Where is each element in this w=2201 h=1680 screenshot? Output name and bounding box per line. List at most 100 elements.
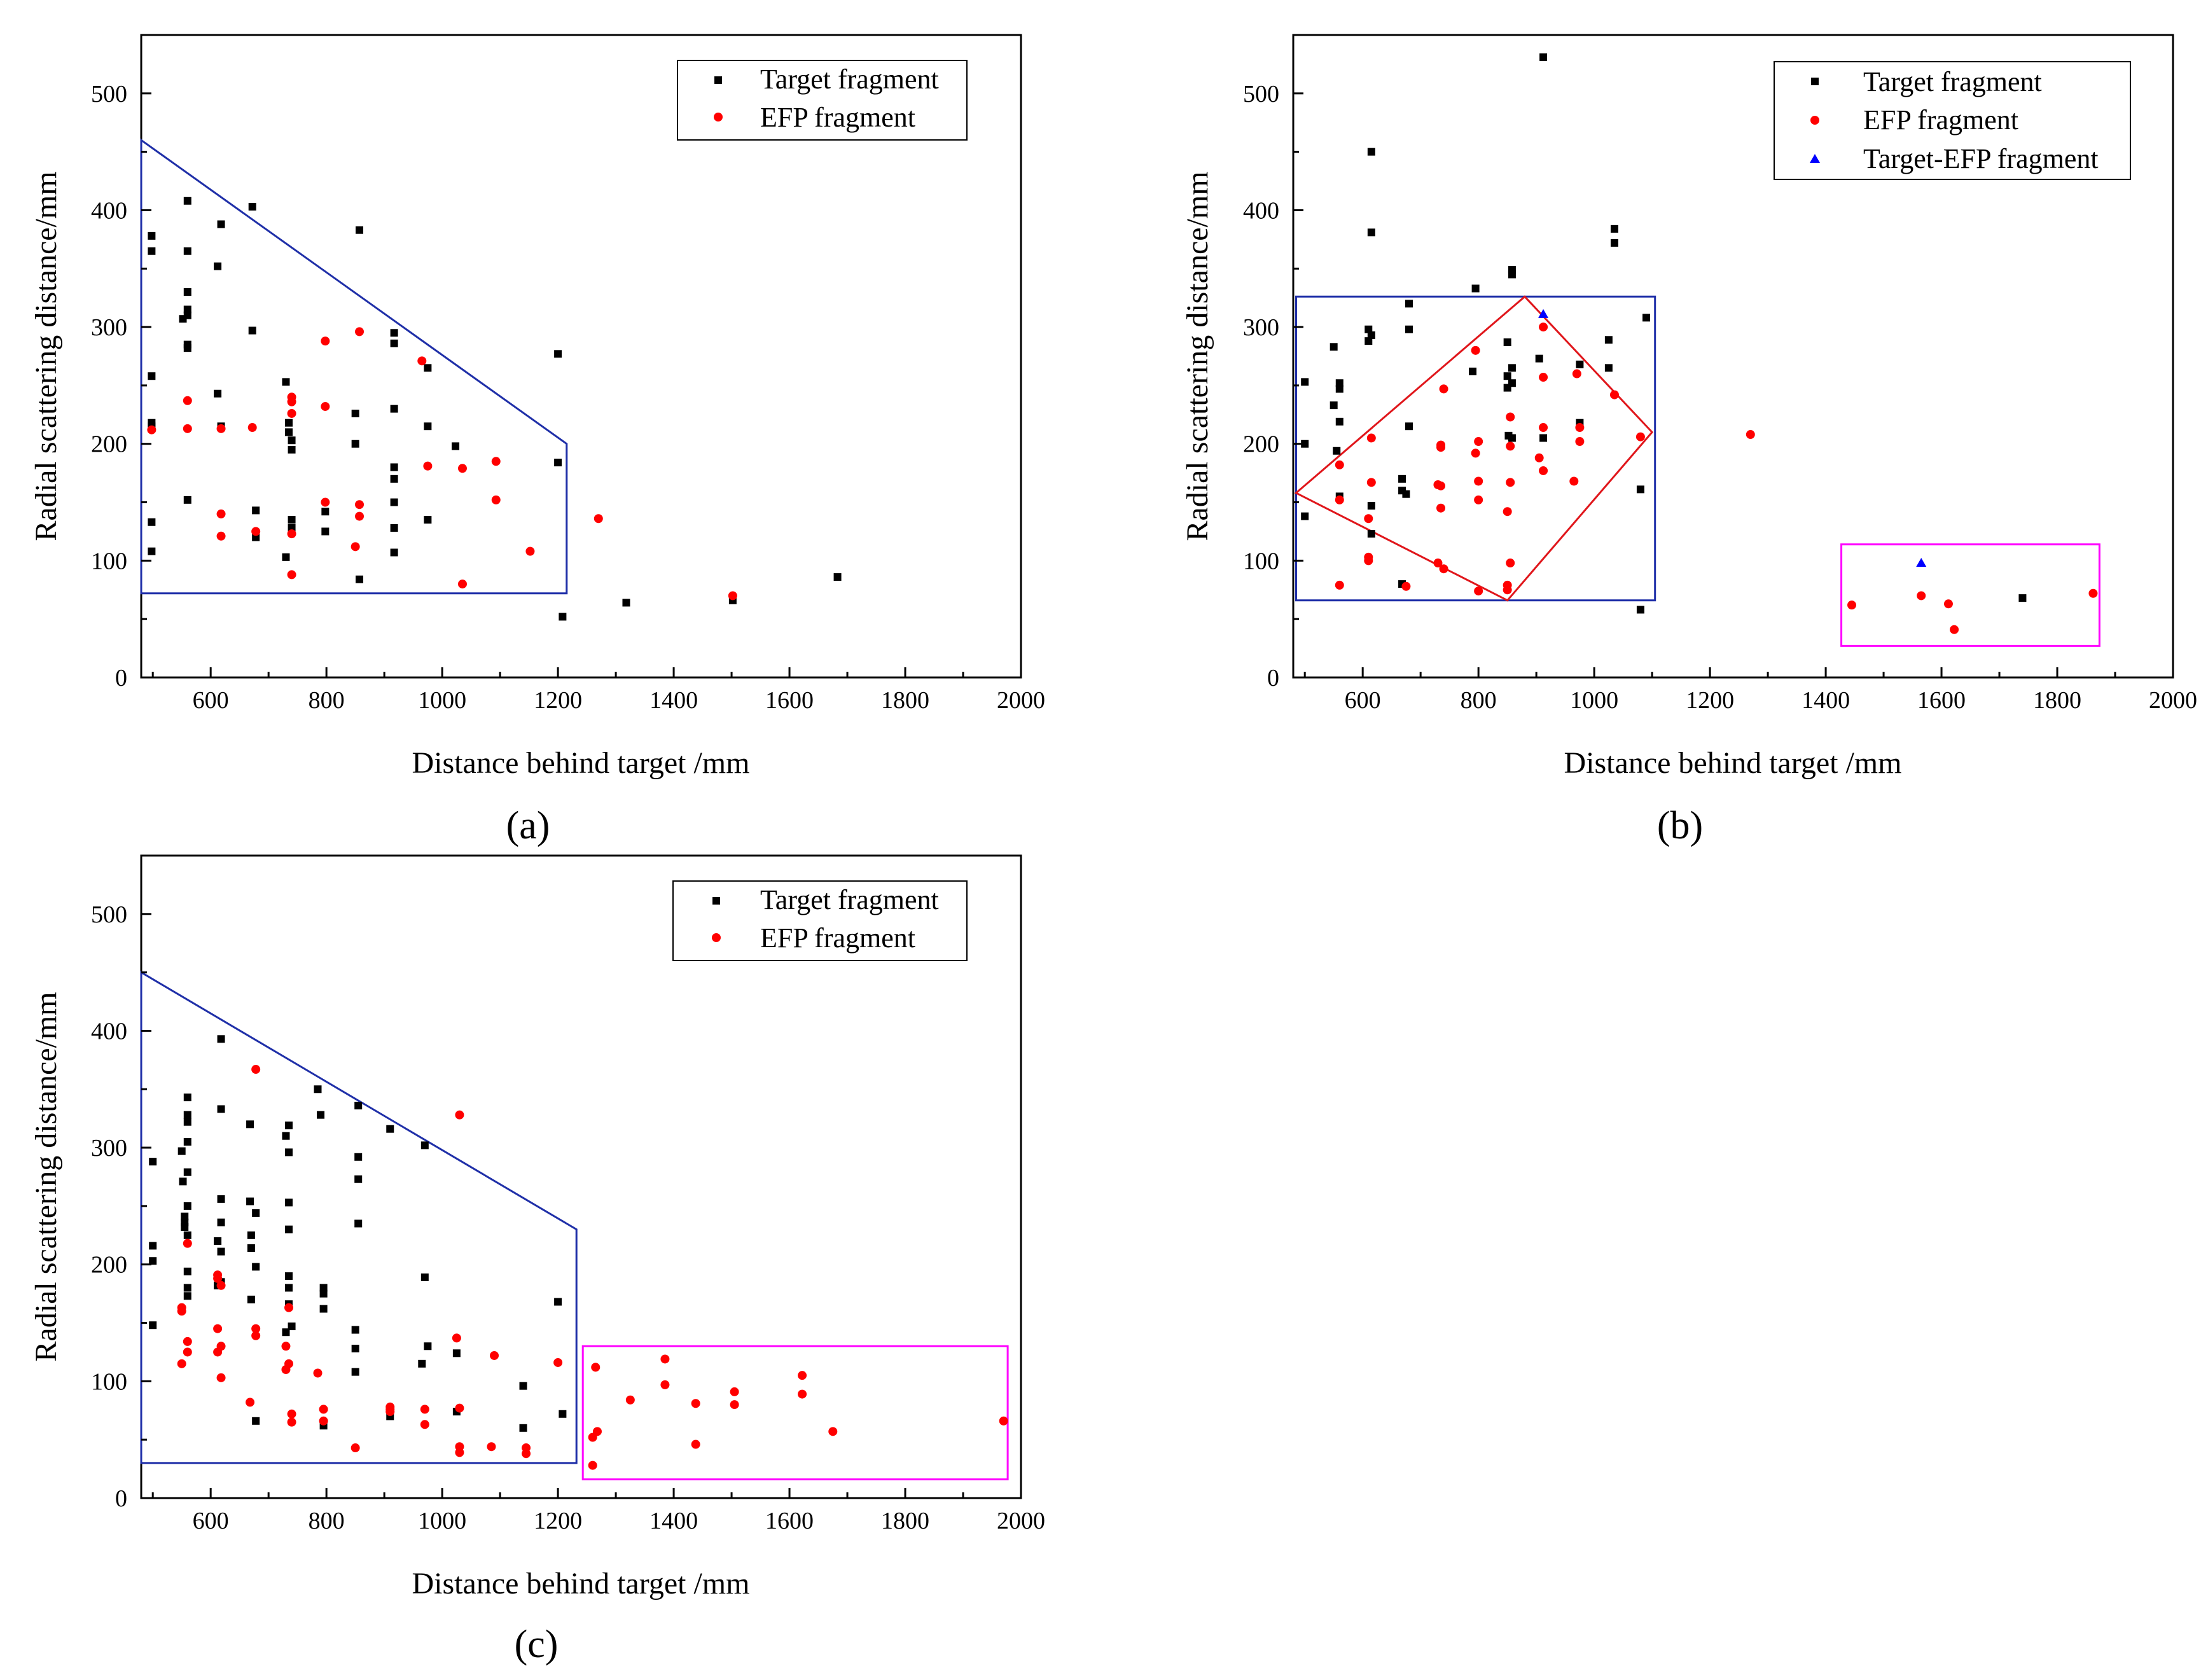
point-a-efp-26	[525, 546, 535, 556]
y-tick-label-a-500: 500	[91, 81, 127, 108]
point-c-target-45	[314, 1085, 322, 1093]
points-a	[147, 197, 842, 621]
y-tick-label-b-100: 100	[1243, 548, 1279, 574]
x-tick-label-c-800: 800	[309, 1508, 345, 1534]
point-c-target-4	[177, 1147, 186, 1155]
region-b-magenta	[1840, 543, 2100, 647]
point-b-target-38	[1576, 360, 1584, 368]
point-c-target-23	[217, 1195, 225, 1203]
point-c-target-29	[247, 1231, 255, 1239]
x-tick-label-a-600: 600	[193, 687, 229, 714]
point-c-target-2	[149, 1257, 157, 1265]
legend-marker-efp-a	[714, 113, 723, 121]
x-tick-label-c-600: 600	[193, 1508, 229, 1534]
point-a-target-10	[183, 305, 191, 314]
y-tick-label-b-400: 400	[1243, 197, 1279, 224]
point-c-target-69	[559, 1410, 567, 1418]
point-a-target-22	[252, 506, 260, 515]
point-c-target-33	[252, 1263, 260, 1271]
point-b-efp-43	[1917, 591, 1926, 600]
point-a-efp-10	[287, 408, 296, 418]
y-tick-label-c-500: 500	[91, 901, 127, 928]
x-tick-label-b-800: 800	[1461, 687, 1497, 714]
legend-a: Target fragment EFP fragment	[677, 60, 968, 141]
legend-label-efp-b: EFP fragment	[1863, 104, 2018, 135]
point-b-target-efp-0	[1538, 309, 1549, 318]
point-b-target-1	[1301, 512, 1309, 520]
point-a-target-34	[351, 409, 359, 417]
point-c-target-0	[149, 1158, 157, 1166]
point-c-efp-6	[213, 1324, 223, 1333]
point-a-target-6	[148, 547, 156, 555]
point-c-efp-3	[183, 1239, 192, 1248]
x-axis-title-c: Distance behind target /mm	[412, 1567, 750, 1600]
point-a-target-31	[282, 553, 290, 561]
point-a-efp-20	[417, 356, 427, 366]
legend-marker-target-a	[714, 76, 722, 84]
point-b-target-37	[1539, 434, 1548, 442]
point-c-target-21	[217, 1035, 225, 1043]
point-c-target-16	[183, 1267, 191, 1275]
point-a-target-46	[424, 364, 432, 372]
point-a-efp-24	[491, 457, 501, 466]
point-c-target-40	[285, 1272, 293, 1281]
y-tick-label-b-200: 200	[1243, 431, 1279, 458]
point-b-target-42	[1610, 225, 1618, 233]
point-a-efp-22	[457, 464, 467, 473]
point-c-efp-19	[284, 1303, 294, 1312]
point-b-efp-46	[2088, 588, 2098, 598]
point-c-target-39	[285, 1225, 293, 1233]
point-c-target-12	[183, 1137, 191, 1146]
point-b-target-0	[1301, 378, 1309, 386]
point-c-efp-55	[828, 1427, 838, 1436]
point-c-efp-26	[351, 1443, 360, 1453]
point-b-efp-29	[1506, 559, 1515, 568]
point-a-target-49	[452, 442, 460, 450]
point-b-target-efp-1	[1916, 558, 1927, 567]
x-tick-label-b-1400: 1400	[1802, 687, 1850, 714]
point-b-efp-1	[1335, 460, 1344, 469]
x-axis-title-b: Distance behind target /mm	[1564, 746, 1902, 780]
point-a-efp-14	[321, 401, 330, 411]
x-tick-label-a-2000: 2000	[997, 687, 1045, 714]
y-tick-label-b-0: 0	[1267, 665, 1279, 691]
point-b-efp-3	[1364, 514, 1373, 524]
point-b-efp-26	[1506, 412, 1515, 422]
x-tick-label-a-1000: 1000	[418, 687, 466, 714]
point-b-target-34	[1508, 434, 1516, 442]
point-a-target-1	[148, 247, 156, 255]
point-c-efp-32	[452, 1333, 461, 1343]
point-c-efp-11	[216, 1342, 226, 1351]
point-c-efp-10	[216, 1281, 226, 1290]
point-a-efp-6	[247, 423, 257, 433]
point-c-efp-54	[798, 1389, 807, 1399]
point-c-efp-52	[730, 1400, 739, 1410]
point-c-target-49	[319, 1305, 328, 1313]
point-b-target-8	[1335, 417, 1344, 426]
point-c-target-63	[424, 1342, 432, 1350]
x-tick-label-c-2000: 2000	[997, 1508, 1045, 1534]
point-b-efp-17	[1471, 448, 1480, 458]
point-b-target-16	[1367, 530, 1375, 538]
point-c-target-18	[183, 1292, 191, 1300]
point-c-target-47	[319, 1284, 328, 1292]
point-c-target-67	[519, 1424, 527, 1432]
point-a-target-13	[183, 344, 191, 352]
point-a-target-50	[554, 350, 562, 358]
point-a-target-15	[179, 315, 187, 323]
point-b-efp-42	[1847, 600, 1857, 610]
point-b-efp-45	[1950, 625, 1959, 634]
point-c-target-38	[285, 1198, 293, 1207]
point-b-efp-8	[1401, 581, 1411, 591]
point-c-target-19	[214, 1237, 222, 1245]
points-c	[149, 1035, 1008, 1470]
point-a-target-41	[390, 463, 398, 471]
point-c-target-56	[354, 1175, 363, 1183]
point-b-efp-13	[1436, 481, 1446, 490]
point-c-target-27	[246, 1120, 254, 1128]
point-c-target-8	[181, 1223, 189, 1231]
point-c-efp-13	[246, 1398, 255, 1407]
y-tick-label-c-200: 200	[91, 1252, 127, 1279]
point-b-efp-15	[1439, 564, 1448, 574]
legend-marker-efp-c	[712, 933, 721, 942]
